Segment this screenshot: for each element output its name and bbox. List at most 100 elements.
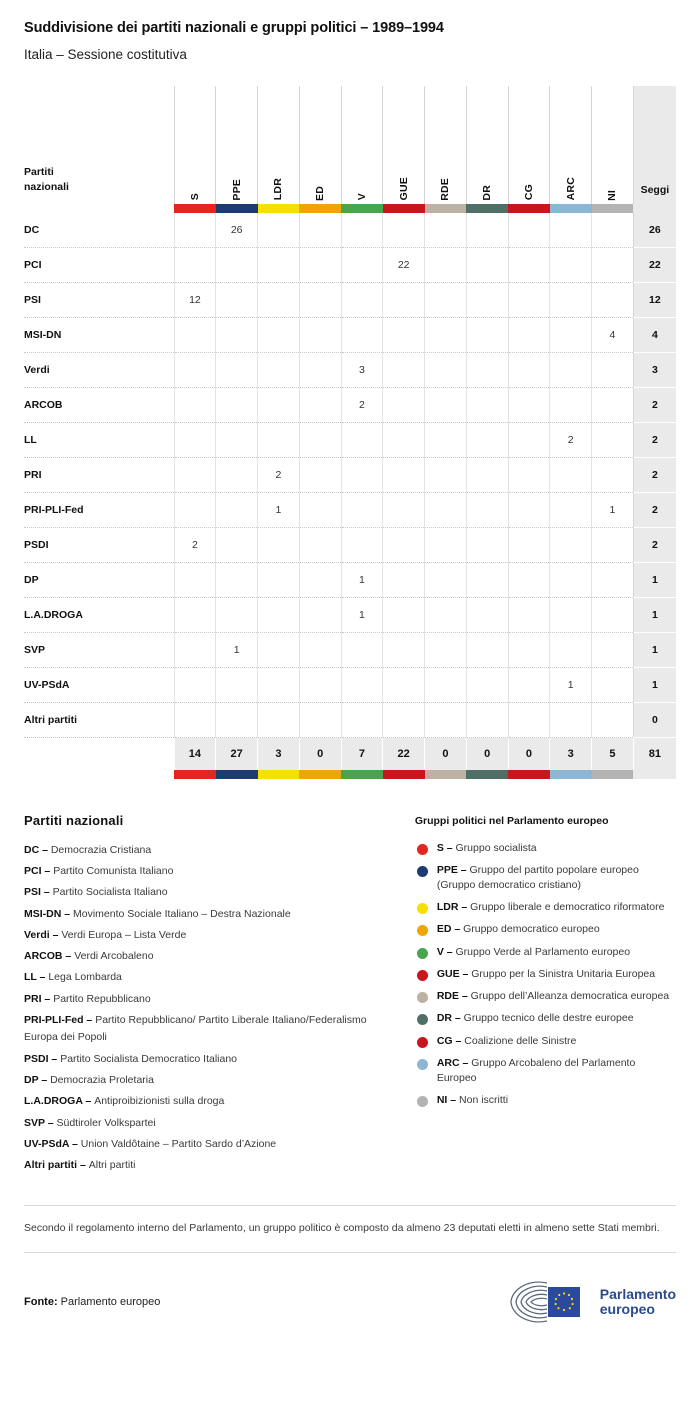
cell-ed: [298, 212, 342, 249]
cell-gue: [382, 562, 425, 599]
cell-ed: [298, 317, 342, 354]
legend-party-name: Partito Comunista Italiano: [53, 864, 174, 877]
source-row: Fonte: Parlamento europeo: [24, 1253, 676, 1343]
cell-ldr: [257, 702, 300, 739]
legend-group-name: Gruppo Verde al Parlamento europeo: [455, 945, 631, 958]
legend-party-item: SVP – Südtiroler Volkspartei: [24, 1115, 391, 1132]
legend-parties-list: DC – Democrazia Cristiana PCI – Partito C…: [24, 842, 391, 1175]
legend-group-item: PPE – Gruppo del partito popolare europe…: [415, 863, 676, 893]
cell-arc: [549, 597, 592, 634]
swatch: [466, 769, 509, 779]
row-label: Verdi: [24, 352, 175, 389]
legend-color-dot-icon: [416, 843, 428, 855]
color-swatch-s: [174, 203, 216, 213]
source-label: Fonte:: [24, 1296, 58, 1309]
cell-rde: [424, 632, 467, 669]
color-swatch-ldr: [257, 203, 300, 213]
cell-ed: [298, 387, 342, 424]
table-row: PRI-PLI-Fed 1 1 2: [24, 492, 676, 529]
legend-party-name: Democrazia Proletaria: [50, 1074, 154, 1087]
bottom-swatch-cg: [508, 769, 550, 779]
legend-group-item: NI – Non iscritti: [415, 1093, 676, 1108]
table-row: Verdi 3 3: [24, 352, 676, 389]
cell-cg: [507, 492, 550, 529]
footer-note: Secondo il regolamento interno del Parla…: [24, 1221, 660, 1234]
swatch: [508, 203, 550, 213]
cell-dr: [465, 457, 509, 494]
legend-party-item: Verdi – Verdi Europa – Lista Verde: [24, 927, 391, 944]
legends-section: Partiti nazionali DC – Democrazia Cristi…: [0, 779, 700, 1179]
legend-group-abbr: CG –: [436, 1034, 465, 1047]
swatch: [257, 203, 300, 213]
cell-ni: [591, 457, 634, 494]
legend-party-name: Lega Lombarda: [48, 971, 122, 984]
table-row: MSI-DN 4 4: [24, 317, 676, 354]
totals-row-spacer: [24, 737, 175, 770]
legend-party-name: Partito Socialista Democratico Italiano: [60, 1052, 238, 1065]
cell-ppe: [215, 702, 258, 739]
legend-party-name: Democrazia Cristiana: [50, 843, 152, 856]
ep-logo-text: Parlamento europeo: [600, 1286, 676, 1318]
bottom-swatch-ni: [591, 769, 634, 779]
footer: Secondo il regolamento interno del Parla…: [0, 1204, 700, 1344]
cell-v: 2: [340, 387, 383, 424]
legend-group-abbr: ARC –: [436, 1056, 472, 1069]
cell-gue: [382, 702, 425, 739]
legend-party-abbr: MSI-DN –: [24, 907, 74, 920]
cell-ppe: [215, 317, 258, 354]
row-seats-total: 22: [632, 247, 676, 284]
bottom-swatch-gue: [382, 769, 425, 779]
cell-cg: [507, 632, 550, 669]
cell-gue: [382, 527, 425, 564]
cell-cg: [507, 702, 550, 739]
cell-v: [340, 317, 383, 354]
cell-ldr: [257, 597, 300, 634]
row-label: PSI: [24, 282, 175, 319]
row-seats-total: 2: [632, 422, 676, 459]
column-header-row: Partiti nazionali S PPE LDR ED V GUE RDE DR CG AR…: [24, 85, 676, 204]
cell-rde: [424, 422, 467, 459]
column-header-label: RDE: [439, 177, 452, 201]
legend-groups: Gruppi politici nel Parlamento europeo S…: [415, 813, 676, 1179]
column-header-label: ARC: [564, 177, 577, 201]
table-row: PCI 22 22: [24, 247, 676, 284]
cell-ldr: [257, 247, 300, 284]
cell-ed: [298, 667, 342, 704]
cell-arc: [549, 632, 592, 669]
legend-parties: Partiti nazionali DC – Democrazia Cristi…: [24, 813, 391, 1179]
cell-ppe: [215, 247, 258, 284]
cell-s: [173, 562, 216, 599]
cell-arc: [549, 247, 592, 284]
cell-cg: [507, 527, 550, 564]
cell-arc: [549, 702, 592, 739]
cell-dr: [465, 387, 509, 424]
legend-party-abbr: ARCOB –: [24, 950, 75, 963]
cell-rde: [424, 282, 467, 319]
color-swatch-v: [341, 203, 383, 213]
swatch: [591, 203, 634, 213]
cell-ppe: [215, 562, 258, 599]
legend-group-abbr: S –: [436, 841, 456, 854]
legend-party-item: L.A.DROGA – Antiproibizionisti sulla dro…: [24, 1093, 391, 1110]
legend-group-name: Coalizione delle Sinistre: [464, 1034, 577, 1047]
cell-ldr: [257, 632, 300, 669]
total-ed: 0: [298, 737, 342, 770]
legend-group-name: Gruppo Arcobaleno del Parlamento Europeo: [436, 1056, 636, 1084]
row-label: PRI-PLI-Fed: [24, 492, 175, 529]
party-header-line1: Partiti: [24, 166, 54, 179]
column-header-label: V: [355, 193, 368, 201]
cell-ni: [591, 282, 634, 319]
cell-ldr: 1: [257, 492, 300, 529]
legend-group-item: ED – Gruppo democratico europeo: [415, 922, 676, 937]
legend-color-dot-icon: [416, 992, 428, 1004]
cell-v: [340, 457, 383, 494]
cell-arc: [549, 282, 592, 319]
cell-arc: [549, 492, 592, 529]
row-seats-total: 1: [632, 597, 676, 634]
column-header-label: LDR: [272, 178, 285, 201]
source-text: Fonte: Parlamento europeo: [24, 1296, 160, 1308]
cell-ni: [591, 387, 634, 424]
total-ldr: 3: [257, 737, 300, 770]
party-column-header: Partiti nazionali: [24, 86, 174, 204]
